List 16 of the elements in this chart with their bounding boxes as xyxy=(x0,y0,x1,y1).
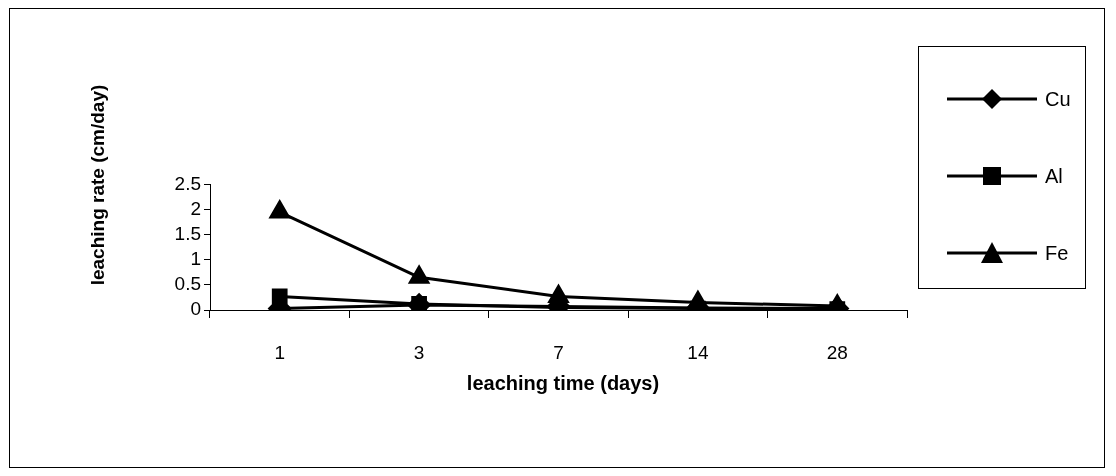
legend-label: Fe xyxy=(1045,241,1069,265)
x-tick-label: 28 xyxy=(826,341,848,363)
x-axis-title: leaching time (days) xyxy=(465,372,661,395)
legend-label: Cu xyxy=(1045,87,1071,111)
x-tick-label: 1 xyxy=(274,341,285,363)
x-tick-label: 3 xyxy=(413,341,425,363)
y-tick-label: 2.5 xyxy=(174,172,201,194)
y-tick-label: 1 xyxy=(190,247,201,269)
x-tick-label: 7 xyxy=(553,341,564,363)
y-tick-label: 0.5 xyxy=(174,273,201,295)
y-tick-label: 0 xyxy=(190,298,201,320)
legend-label: Al xyxy=(1045,164,1063,188)
y-tick-label: 2 xyxy=(190,197,201,219)
x-tick-label: 14 xyxy=(687,341,709,363)
y-axis-title: leaching rate (cm/day) xyxy=(87,84,109,286)
y-tick-label: 1.5 xyxy=(174,222,201,244)
